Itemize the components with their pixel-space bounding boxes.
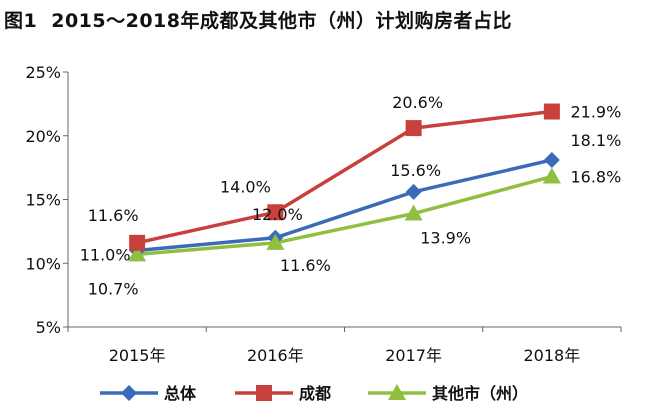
data-point: [542, 167, 561, 184]
data-label: 15.6%: [390, 161, 441, 180]
data-point: [543, 151, 560, 168]
y-tick-label: 15%: [25, 191, 61, 210]
title-text: 2015～2018年成都及其他市（州）计划购房者占比: [51, 10, 512, 32]
series-line: [136, 158, 553, 253]
data-point: [543, 103, 560, 120]
legend-marker: [256, 385, 272, 401]
data-label: 14.0%: [220, 177, 271, 196]
chart-title: 图1 2015～2018年成都及其他市（州）计划购房者占比: [4, 6, 512, 33]
x-tick-label: 2016年: [247, 346, 304, 365]
data-point: [266, 233, 285, 250]
data-label: 16.8%: [570, 168, 621, 187]
y-tick-label: 20%: [25, 127, 61, 146]
data-label: 10.7%: [88, 279, 139, 298]
y-tick-label: 5%: [36, 318, 61, 337]
data-label: 11.6%: [88, 206, 139, 225]
data-label: 20.6%: [392, 93, 443, 112]
series-line: [136, 174, 553, 257]
data-point: [405, 120, 422, 137]
series-line: [136, 109, 553, 245]
y-tick-label: 25%: [25, 63, 61, 82]
legend-label: 其他市（州）: [432, 384, 528, 403]
legend-marker: [121, 385, 137, 401]
x-tick-label: 2018年: [524, 346, 581, 365]
data-point: [405, 183, 422, 200]
data-point: [129, 234, 146, 251]
legend-label: 成都: [299, 384, 331, 403]
legend-label: 总体: [164, 384, 197, 403]
figure-number: 图1: [4, 10, 38, 32]
legend-marker: [388, 384, 406, 400]
x-tick-label: 2015年: [109, 346, 166, 365]
data-label: 11.0%: [80, 246, 131, 265]
data-point: [128, 245, 147, 262]
data-label: 21.9%: [570, 103, 621, 122]
data-label: 11.6%: [280, 256, 331, 275]
data-label: 18.1%: [570, 131, 621, 150]
data-label: 13.9%: [420, 229, 471, 248]
data-label: 12.0%: [252, 205, 303, 224]
x-tick-label: 2017年: [385, 346, 442, 365]
data-point: [267, 204, 284, 221]
data-point: [404, 204, 423, 221]
y-tick-label: 10%: [25, 254, 61, 273]
